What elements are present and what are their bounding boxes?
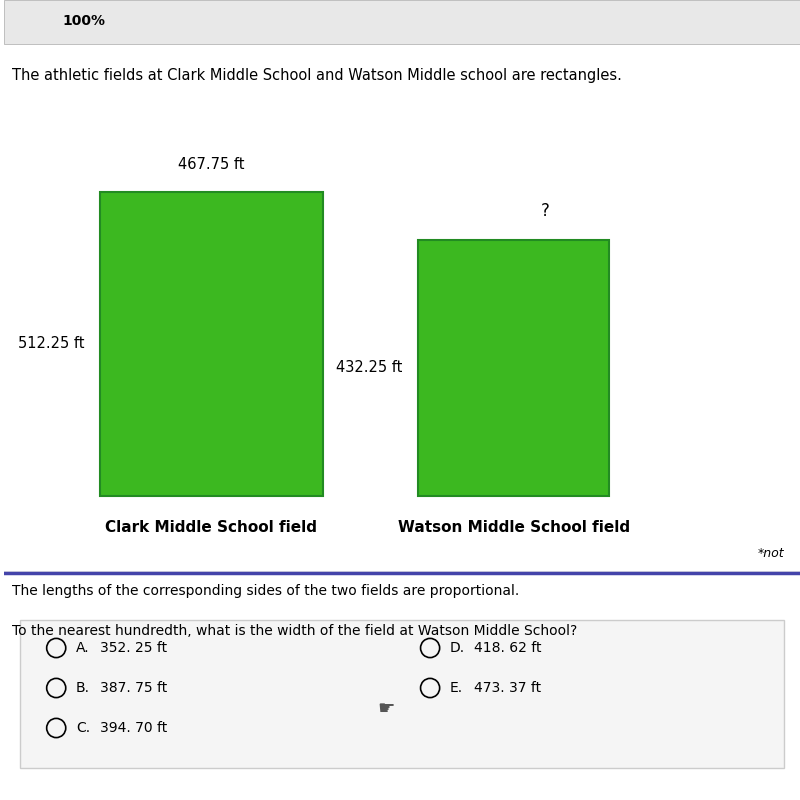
Text: 473. 37 ft: 473. 37 ft bbox=[474, 681, 541, 695]
Text: C.: C. bbox=[76, 721, 90, 735]
FancyBboxPatch shape bbox=[5, 0, 800, 44]
Text: *not: *not bbox=[758, 547, 784, 560]
Text: 100%: 100% bbox=[62, 14, 106, 28]
Bar bbox=[418, 240, 609, 496]
Text: 352. 25 ft: 352. 25 ft bbox=[100, 641, 167, 655]
Text: 432.25 ft: 432.25 ft bbox=[336, 361, 402, 375]
Text: Watson Middle School field: Watson Middle School field bbox=[398, 520, 630, 535]
Text: 418. 62 ft: 418. 62 ft bbox=[474, 641, 542, 655]
Text: 387. 75 ft: 387. 75 ft bbox=[100, 681, 167, 695]
Text: D.: D. bbox=[450, 641, 465, 655]
Text: ?: ? bbox=[541, 202, 550, 220]
Text: 467.75 ft: 467.75 ft bbox=[178, 157, 245, 172]
Text: E.: E. bbox=[450, 681, 463, 695]
Text: The athletic fields at Clark Middle School and Watson Middle school are rectangl: The athletic fields at Clark Middle Scho… bbox=[13, 68, 622, 83]
FancyBboxPatch shape bbox=[21, 620, 784, 768]
Text: A.: A. bbox=[76, 641, 90, 655]
Text: ☛: ☛ bbox=[378, 698, 395, 718]
Text: Clark Middle School field: Clark Middle School field bbox=[106, 520, 318, 535]
Bar bbox=[100, 192, 322, 496]
Text: B.: B. bbox=[76, 681, 90, 695]
Text: 394. 70 ft: 394. 70 ft bbox=[100, 721, 167, 735]
Text: 512.25 ft: 512.25 ft bbox=[18, 337, 84, 351]
Text: The lengths of the corresponding sides of the two fields are proportional.: The lengths of the corresponding sides o… bbox=[13, 584, 520, 598]
Text: To the nearest hundredth, what is the width of the field at Watson Middle School: To the nearest hundredth, what is the wi… bbox=[13, 624, 578, 638]
